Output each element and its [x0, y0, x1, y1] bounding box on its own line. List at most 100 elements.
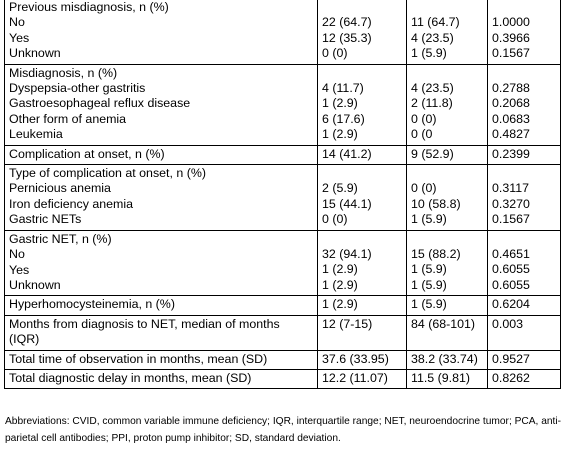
- cell-line: No: [9, 15, 25, 30]
- table-row: Complication at onset, n (%) 14 (41.2) 9 (…: [4, 144, 561, 166]
- table-cell: Type of complication at onset, n (%) Pern…: [4, 164, 318, 231]
- cell-line: 1.0000: [492, 15, 530, 30]
- cell-line: Gastroesophageal reflux disease: [9, 96, 191, 111]
- cell-line: 12 (7-15): [322, 316, 373, 331]
- cell-line: Other form of anemia: [9, 111, 127, 126]
- cell-line: 11.5 (9.81): [411, 370, 471, 385]
- cell-line: 0.4827: [492, 127, 530, 142]
- cell-spacer: [411, 232, 483, 247]
- data-table: Previous misdiagnosis, n (%) No Yes Unknown…: [4, 0, 561, 390]
- cell-line: 32 (94.1): [322, 247, 372, 262]
- cell-line: 2 (5.9): [322, 181, 358, 196]
- table-cell: 1 (2.9): [317, 295, 407, 316]
- cell-line: Previous misdiagnosis, n (%): [9, 0, 169, 14]
- cell-spacer: [322, 166, 402, 181]
- cell-spacer: [322, 66, 402, 81]
- cell-line: 0.6055: [492, 277, 530, 292]
- table-row: Total diagnostic delay in months, mean (…: [4, 368, 561, 390]
- cell-line: 0.9527: [492, 351, 530, 366]
- cell-line: 14 (41.2): [322, 146, 372, 161]
- table-cell: 1 (5.9): [406, 295, 488, 316]
- table-cell: 2 (5.9) 15 (44.1) 0 (0): [317, 164, 407, 231]
- table-cell: 0.003: [487, 314, 561, 351]
- cell-line: 1 (2.9): [322, 277, 358, 292]
- table-cell: 4 (23.5) 2 (11.8) 0 (0) 0 (0: [406, 63, 488, 146]
- table-cell: 0.3117 0.3270 0.1567: [487, 164, 561, 231]
- cell-line: 1 (2.9): [322, 127, 358, 142]
- cell-line: 0.3270: [492, 196, 530, 211]
- cell-line: 0 (0): [322, 212, 348, 227]
- table-row: Misdiagnosis, n (%) Dyspepsia-other gastr…: [4, 63, 561, 146]
- table-cell: Total time of observation in months, mea…: [4, 349, 318, 370]
- cell-line: 1 (5.9): [411, 262, 447, 277]
- table-row: Hyperhomocysteinemia, n (%) 1 (2.9) 1 (5.9…: [4, 295, 561, 316]
- cell-line: Iron deficiency anemia: [9, 196, 133, 211]
- cell-line: 37.6 (33.95): [322, 351, 389, 366]
- cell-spacer: [411, 0, 483, 15]
- cell-line: 1 (5.9): [411, 46, 447, 61]
- cell-line: 0 (0): [411, 111, 437, 126]
- cell-line: 0.3966: [492, 30, 530, 45]
- cell-line: 0.8262: [492, 370, 530, 385]
- table-cell: 22 (64.7) 12 (35.3) 0 (0): [317, 0, 407, 65]
- cell-line: Hyperhomocysteinemia, n (%): [9, 297, 175, 312]
- cell-line: 0.1567: [492, 212, 530, 227]
- cell-line: 0.2399: [492, 146, 530, 161]
- cell-line: 22 (64.7): [322, 15, 372, 30]
- cell-line: Unknown: [9, 277, 61, 292]
- table-cell: 37.6 (33.95): [317, 349, 407, 370]
- cell-line: 0 (0: [411, 127, 433, 142]
- table-cell: Previous misdiagnosis, n (%) No Yes Unknown: [4, 0, 318, 65]
- cell-line: Total diagnostic delay in months, mean (…: [9, 370, 252, 385]
- cell-spacer: [492, 0, 556, 15]
- cell-line: Months from diagnosis to NET, median of …: [9, 316, 280, 347]
- cell-spacer: [492, 166, 556, 181]
- cell-line: 0.0683: [492, 111, 530, 126]
- cell-line: 4 (23.5): [411, 81, 454, 96]
- cell-line: 1 (5.9): [411, 277, 447, 292]
- cell-line: 11 (64.7): [411, 15, 460, 30]
- cell-line: 0.4651: [492, 247, 530, 262]
- cell-line: 6 (17.6): [322, 111, 365, 126]
- cell-line: Yes: [9, 262, 30, 277]
- cell-line: 12 (35.3): [322, 30, 372, 45]
- table-cell: Gastric NET, n (%) No Yes Unknown: [4, 229, 318, 297]
- table-cell: 0 (0) 10 (58.8) 1 (5.9): [406, 164, 488, 231]
- cell-line: 0 (0): [411, 181, 437, 196]
- table-cell: 0.4651 0.6055 0.6055: [487, 229, 561, 297]
- cell-spacer: [411, 66, 483, 81]
- cell-line: 1 (5.9): [411, 212, 447, 227]
- cell-line: Gastric NET, n (%): [9, 231, 112, 246]
- table-cell: 84 (68-101): [406, 314, 488, 351]
- cell-spacer: [492, 66, 556, 81]
- cell-line: 0.1567: [492, 46, 530, 61]
- table-cell: 15 (88.2) 1 (5.9) 1 (5.9): [406, 229, 488, 297]
- table-cell: 1.0000 0.3966 0.1567: [487, 0, 561, 65]
- table-cell: 14 (41.2): [317, 144, 407, 166]
- cell-line: 4 (23.5): [411, 30, 454, 45]
- footnote: Abbreviations: CVID, common variable imm…: [5, 416, 562, 444]
- cell-line: 10 (58.8): [411, 196, 461, 211]
- cell-line: 0.2068: [492, 96, 530, 111]
- cell-line: Gastric NETs: [9, 212, 82, 227]
- cell-line: 1 (2.9): [322, 297, 358, 312]
- table-cell: Months from diagnosis to NET, median of …: [4, 314, 318, 351]
- cell-line: 9 (52.9): [411, 146, 454, 161]
- table-cell: 0.2788 0.2068 0.0683 0.4827: [487, 63, 561, 146]
- table-row: Months from diagnosis to NET, median of …: [4, 314, 561, 351]
- table-cell: 38.2 (33.74): [406, 349, 488, 370]
- table-cell: 11.5 (9.81): [406, 368, 488, 390]
- table-row: Gastric NET, n (%) No Yes Unknown 32 (94.1) 1…: [4, 229, 561, 297]
- cell-line: 0.003: [492, 316, 524, 331]
- cell-line: Misdiagnosis, n (%): [9, 65, 118, 80]
- cell-line: Dyspepsia-other gastritis: [9, 81, 146, 96]
- table-cell: 4 (11.7) 1 (2.9) 6 (17.6) 1 (2.9): [317, 63, 407, 146]
- cell-spacer: [411, 166, 483, 181]
- cell-line: 2 (11.8): [411, 96, 453, 111]
- table-cell: 12.2 (11.07): [317, 368, 407, 390]
- cell-line: Pernicious anemia: [9, 181, 111, 196]
- cell-line: 0.6055: [492, 262, 530, 277]
- cell-line: 4 (11.7): [322, 81, 364, 96]
- cell-line: 0 (0): [322, 46, 348, 61]
